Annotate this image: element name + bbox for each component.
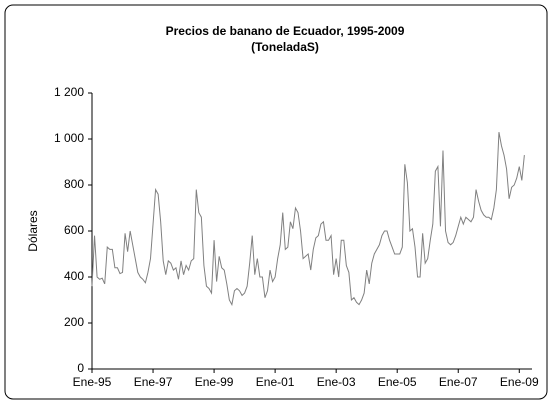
chart-subtitle: (ToneladaS): [251, 40, 319, 54]
y-tick-label: 0: [77, 361, 84, 375]
chart-title: Precios de banano de Ecuador, 1995-2009: [166, 24, 405, 38]
chart-frame: [4, 4, 548, 400]
x-tick-label: Ene-95: [73, 375, 112, 389]
y-tick-label: 600: [64, 223, 84, 237]
x-tick-label: Ene-97: [134, 375, 173, 389]
x-tick-label: Ene-09: [500, 375, 539, 389]
data-line: [91, 132, 525, 307]
x-tick-label: Ene-03: [317, 375, 356, 389]
y-tick-label: 800: [64, 177, 84, 191]
y-axis-label: Dólares: [26, 210, 40, 251]
y-tick-label: 1 000: [54, 131, 84, 145]
x-tick-label: Ene-05: [378, 375, 417, 389]
x-tick-label: Ene-07: [439, 375, 478, 389]
y-tick-label: 1 200: [54, 85, 84, 99]
y-tick-label: 200: [64, 315, 84, 329]
x-tick-label: Ene-99: [195, 375, 234, 389]
y-tick-label: 400: [64, 269, 84, 283]
x-tick-label: Ene-01: [256, 375, 295, 389]
